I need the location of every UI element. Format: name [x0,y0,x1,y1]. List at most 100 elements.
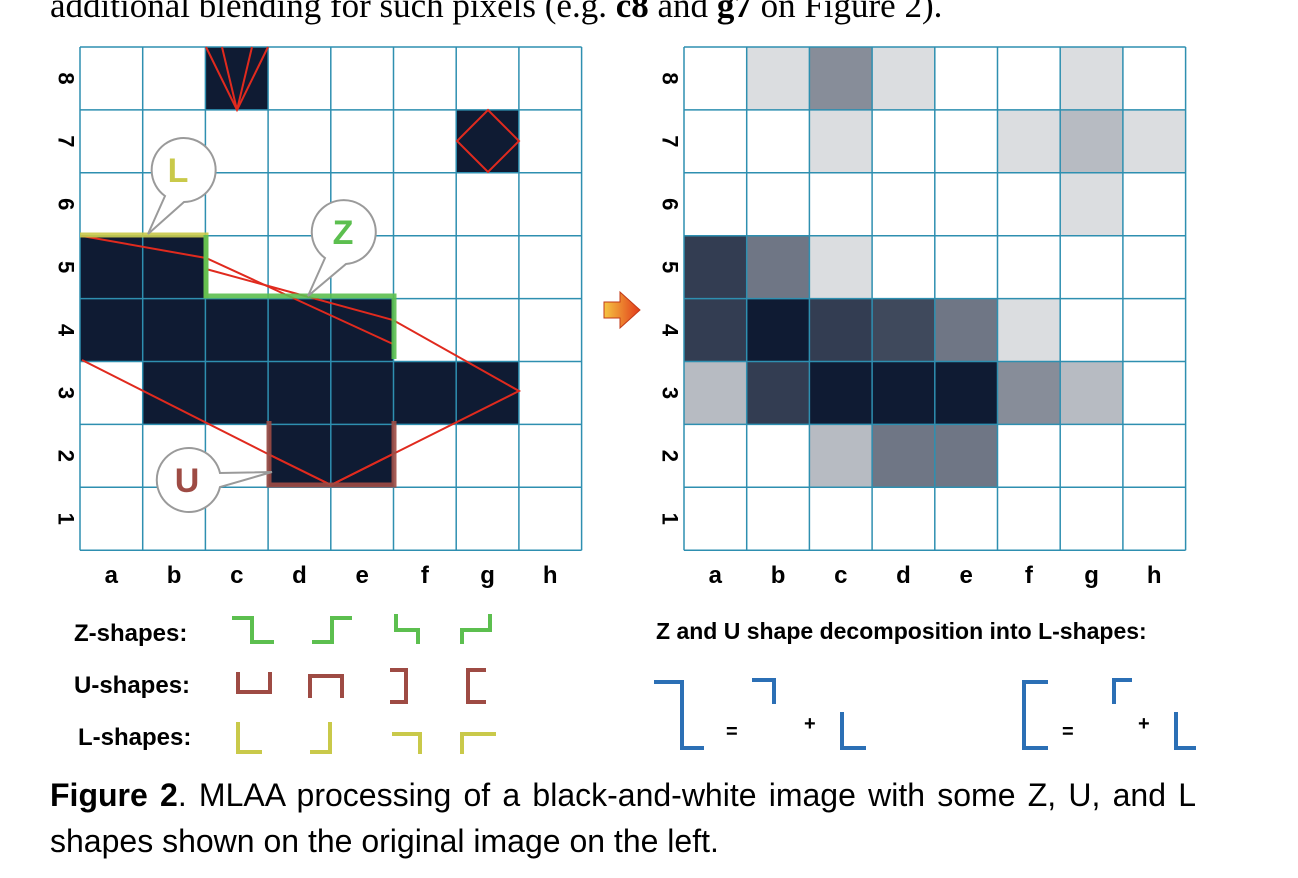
decomposition-label: Z and U shape decomposition into L-shape… [656,618,1147,644]
pixel-d8 [872,47,935,110]
pixel-g3 [1060,361,1123,425]
row-label-5: 5 [658,261,683,273]
pixel-a5 [80,235,143,299]
pixel-c4 [205,298,269,362]
pixel-d3 [872,361,935,425]
u-shape-icons [236,668,486,704]
figure-caption: Figure 2. MLAA processing of a black-and… [50,772,1196,864]
column-label-g: g [1084,562,1099,589]
row-label-1: 1 [54,513,79,525]
pixel-a4 [684,298,747,362]
pixel-c2 [809,424,873,488]
preceding-text-line: additional blending for such pixels (e.g… [50,0,1230,26]
column-label-e: e [959,562,972,589]
row-label-1: 1 [658,513,683,525]
row-label-7: 7 [54,135,79,147]
preceding-text-end: on Figure 2). [751,0,943,25]
mlaa-figure: 8 7 6 5 4 3 2 1 a b c d e f g h L Z U [54,46,1196,754]
row-label-3: 3 [54,387,79,399]
row-label-6: 6 [54,198,79,210]
original-image-grid: 8 7 6 5 4 3 2 1 a b c d e f g h L Z U [54,46,583,589]
z-shape-outline [203,235,397,359]
u-blend-line-left [267,453,332,486]
row-label-7: 7 [658,135,683,147]
processed-image-row-labels: 8 7 6 5 4 3 2 1 [658,72,683,525]
row-label-2: 2 [658,450,683,462]
l-shapes-label: L-shapes: [78,724,191,751]
column-label-a: a [105,562,119,589]
u-decomp-plus: + [1138,713,1150,735]
pixel-c3 [809,361,873,425]
preceding-text-g7: g7 [716,0,752,25]
processed-image-grid-lines [683,46,1187,551]
original-image-cells [80,47,519,488]
pixel-d2 [872,424,935,488]
c8-blend-mid2 [236,46,253,111]
processed-image-cells [684,47,1186,488]
pixel-g6 [1060,172,1123,236]
pixel-c8 [205,47,269,110]
l-shape-icons [236,722,496,754]
pixel-b3 [746,361,810,425]
pixel-b5 [746,235,810,299]
pixel-g7 [1060,109,1123,173]
column-label-g: g [480,562,495,589]
pixel-d2 [268,424,331,488]
row-label-6: 6 [658,198,683,210]
preceding-text-start: additional blending for such pixels (e.g… [50,0,616,25]
pixel-h7 [1122,109,1186,173]
pixel-c5 [809,235,873,299]
caption-text: . MLAA processing of a black-and-white i… [50,777,1197,859]
column-label-a: a [709,562,723,589]
pixel-b5 [142,235,206,299]
pixel-a3 [684,361,747,425]
processed-image-grid: 8 7 6 5 4 3 2 1 a b c d e f g h [658,46,1187,589]
pixel-e4 [934,298,998,362]
u-shapes-label: U-shapes: [74,672,190,699]
pixel-c4 [809,298,873,362]
z-callout: Z [307,199,377,297]
column-label-f: f [1025,562,1034,589]
pixel-c8 [809,47,873,110]
pixel-b4 [746,298,810,362]
column-label-b: b [167,562,182,589]
pixel-e2 [934,424,998,488]
preceding-text-and: and [648,0,717,25]
z-decomp-equals: = [726,721,738,743]
pixel-d4 [872,298,935,362]
column-label-h: h [543,562,558,589]
caption-label: Figure 2 [50,777,178,813]
u-callout: U [155,447,273,513]
z-decomp-plus: + [804,713,816,735]
row-label-8: 8 [54,72,79,84]
u-decomp-equals: = [1062,721,1074,743]
column-label-b: b [771,562,786,589]
processed-image-column-labels: a b c d e f g h [709,562,1162,589]
shape-legend: Z-shapes: U-shapes: L-shapes: [74,614,496,754]
pixel-d4 [268,298,331,362]
row-label-3: 3 [658,387,683,399]
l-callout-label: L [168,152,189,190]
pixel-a5 [684,235,747,299]
z-decomposition [654,678,866,750]
column-label-d: d [292,562,307,589]
z-shape-icons [232,614,492,644]
row-label-8: 8 [658,72,683,84]
pixel-c7 [809,109,873,173]
pixel-g3 [456,361,519,425]
row-label-4: 4 [54,324,79,337]
u-blend-line-right [330,453,394,486]
pixel-d3 [268,361,331,425]
row-label-2: 2 [54,450,79,462]
pixel-f3 [393,361,457,425]
u-decomposition [1022,678,1196,750]
c8-blend-mid [221,46,238,111]
column-label-f: f [421,562,430,589]
pixel-e3 [934,361,998,425]
row-label-4: 4 [658,324,683,337]
column-label-e: e [355,562,368,589]
original-image-row-labels: 8 7 6 5 4 3 2 1 [54,72,79,525]
l-callout: L [147,137,217,235]
pixel-b8 [746,47,810,110]
column-label-d: d [896,562,911,589]
